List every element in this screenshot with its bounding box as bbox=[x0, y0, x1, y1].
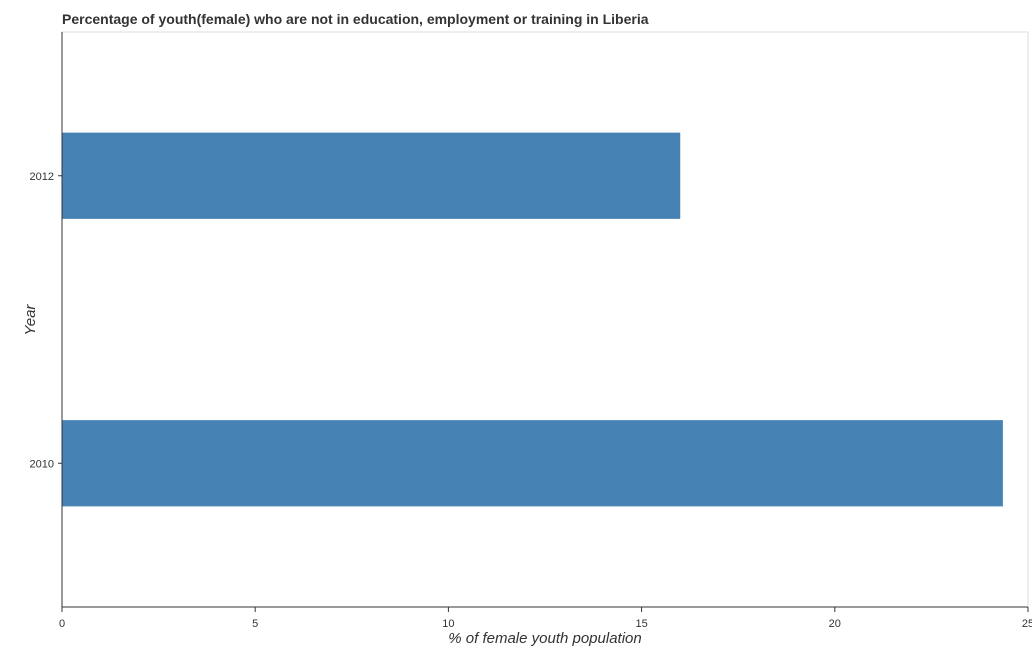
y-axis-label: Year bbox=[22, 304, 39, 336]
x-tick-label-10: 10 bbox=[442, 618, 454, 630]
bar-2012 bbox=[62, 132, 681, 219]
x-tick-label-5: 5 bbox=[252, 618, 258, 630]
x-tick-label-15: 15 bbox=[635, 618, 647, 630]
x-tick-label-0: 0 bbox=[59, 618, 65, 630]
y-tick-label-2012: 2012 bbox=[30, 171, 54, 183]
chart-title: Percentage of youth(female) who are not … bbox=[62, 11, 649, 27]
x-tick-label-20: 20 bbox=[829, 618, 841, 630]
plot-frame bbox=[61, 31, 1029, 608]
y-tick-label-2010: 2010 bbox=[30, 458, 54, 470]
y-ticks-group: 2010 2012 bbox=[30, 171, 62, 470]
x-ticks-group: 0 5 10 15 20 25 bbox=[59, 607, 1032, 630]
bar-2010 bbox=[62, 420, 1003, 507]
x-axis-label: % of female youth population bbox=[448, 630, 641, 647]
bars-group bbox=[62, 132, 1003, 507]
x-tick-label-25: 25 bbox=[1022, 618, 1032, 630]
